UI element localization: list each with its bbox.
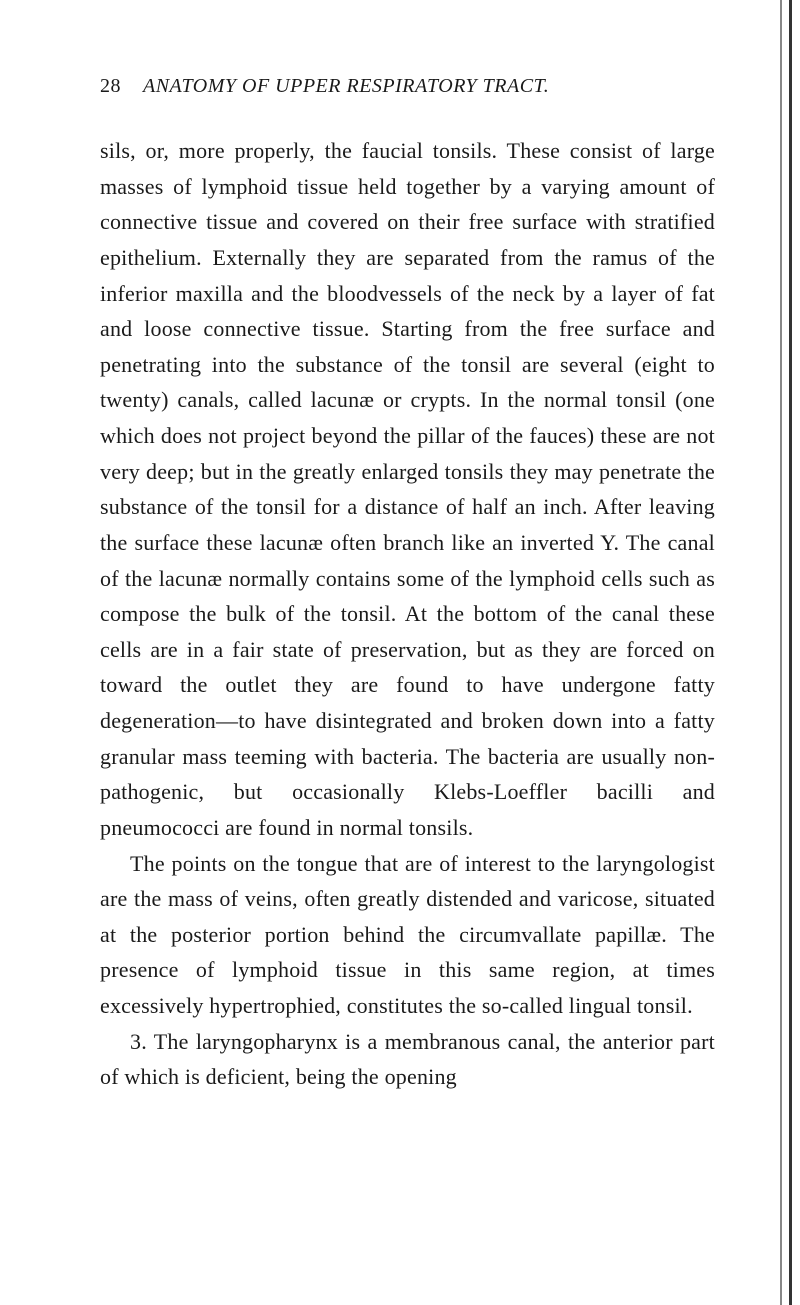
header-spacer: [127, 75, 138, 97]
paragraph-2: The points on the tongue that are of int…: [100, 846, 715, 1024]
header-title: ANATOMY OF UPPER RESPIRATORY TRACT.: [143, 75, 549, 97]
body-content: sils, or, more properly, the faucial ton…: [100, 133, 715, 1095]
paragraph-1: sils, or, more properly, the faucial ton…: [100, 133, 715, 846]
page-border-right: [789, 0, 792, 1305]
page-number: 28: [100, 75, 121, 97]
paragraph-3: 3. The laryngopharynx is a membranous ca…: [100, 1024, 715, 1095]
page-border-right-inner: [780, 0, 782, 1305]
page-header: 28 ANATOMY OF UPPER RESPIRATORY TRACT.: [100, 75, 715, 98]
